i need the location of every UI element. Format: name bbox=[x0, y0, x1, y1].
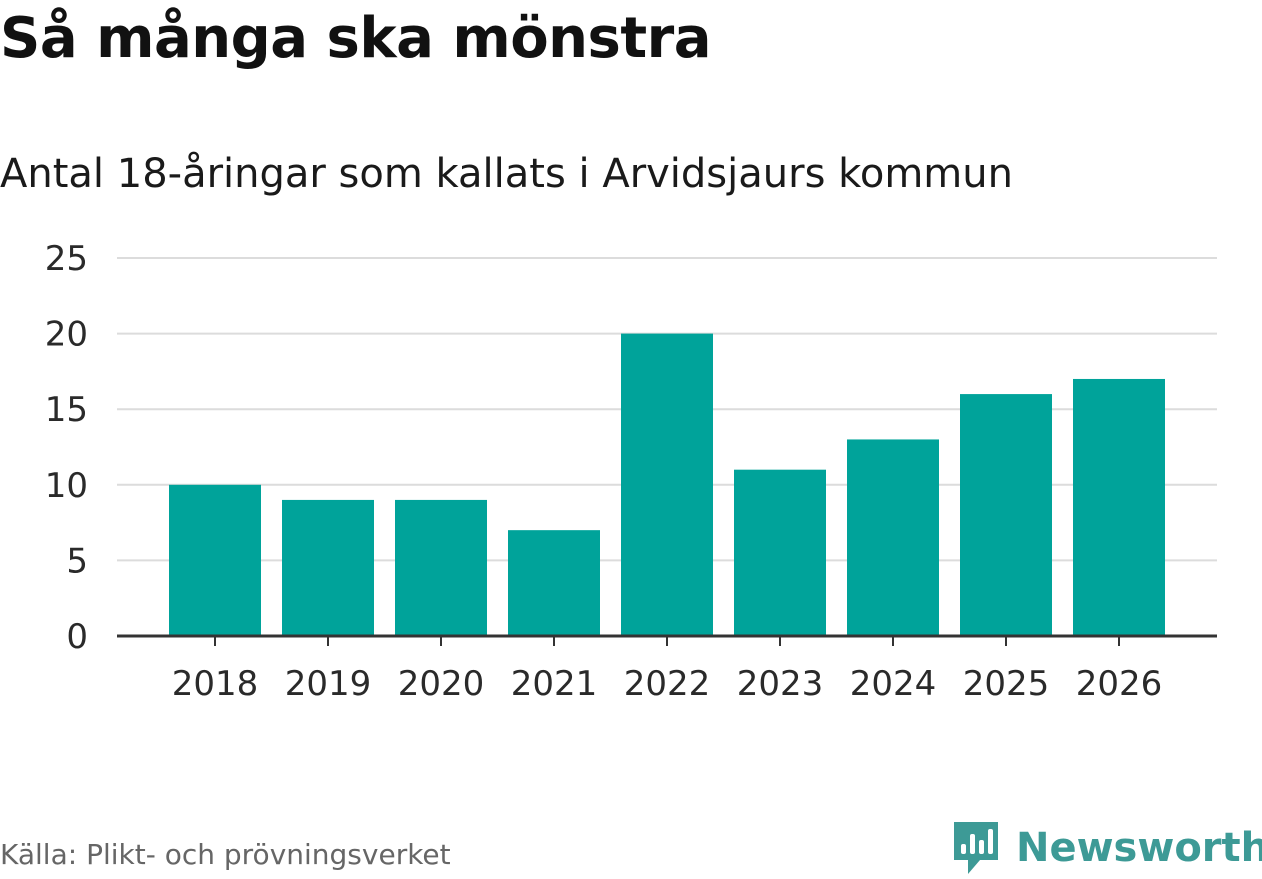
bar-2022 bbox=[621, 333, 713, 636]
bar-2026 bbox=[1073, 378, 1165, 636]
y-tick-label: 15 bbox=[45, 390, 88, 430]
y-tick-label: 20 bbox=[45, 315, 88, 355]
x-tick-label: 2019 bbox=[285, 664, 372, 704]
bar-2025 bbox=[960, 394, 1052, 636]
brand-logo: Newsworthy bbox=[950, 818, 1262, 878]
bars bbox=[169, 333, 1165, 636]
y-tick-label: 5 bbox=[66, 541, 88, 581]
y-tick-label: 0 bbox=[66, 617, 88, 657]
chart-subtitle: Antal 18-åringar som kallats i Arvidsjau… bbox=[0, 151, 1013, 197]
source-note: Källa: Plikt- och prövningsverket bbox=[0, 838, 451, 871]
chart-title: Så många ska mönstra bbox=[0, 6, 712, 71]
bar-2019 bbox=[282, 499, 374, 636]
y-tick-label: 25 bbox=[45, 239, 88, 279]
x-tick-label: 2018 bbox=[172, 664, 259, 704]
x-tick-label: 2024 bbox=[850, 664, 937, 704]
bar-2021 bbox=[508, 530, 600, 636]
bar-2024 bbox=[847, 439, 939, 636]
newsworthy-logo-icon bbox=[954, 822, 998, 874]
x-tick-label: 2026 bbox=[1076, 664, 1163, 704]
x-tick-label: 2025 bbox=[963, 664, 1050, 704]
x-tick-label: 2023 bbox=[737, 664, 824, 704]
bar-2023 bbox=[734, 469, 826, 636]
x-tick-label: 2020 bbox=[398, 664, 485, 704]
bar-2018 bbox=[169, 484, 261, 636]
x-tick-label: 2021 bbox=[511, 664, 598, 704]
y-tick-label: 10 bbox=[45, 466, 88, 506]
x-axis-ticks: 2018 2019 2020 2021 2022 2023 2024 2025 2026 bbox=[172, 636, 1163, 704]
bar-2020 bbox=[395, 499, 487, 636]
brand-name: Newsworthy bbox=[1016, 825, 1262, 871]
y-axis-ticks: 0 5 10 15 20 25 bbox=[45, 239, 88, 657]
x-tick-label: 2022 bbox=[624, 664, 711, 704]
